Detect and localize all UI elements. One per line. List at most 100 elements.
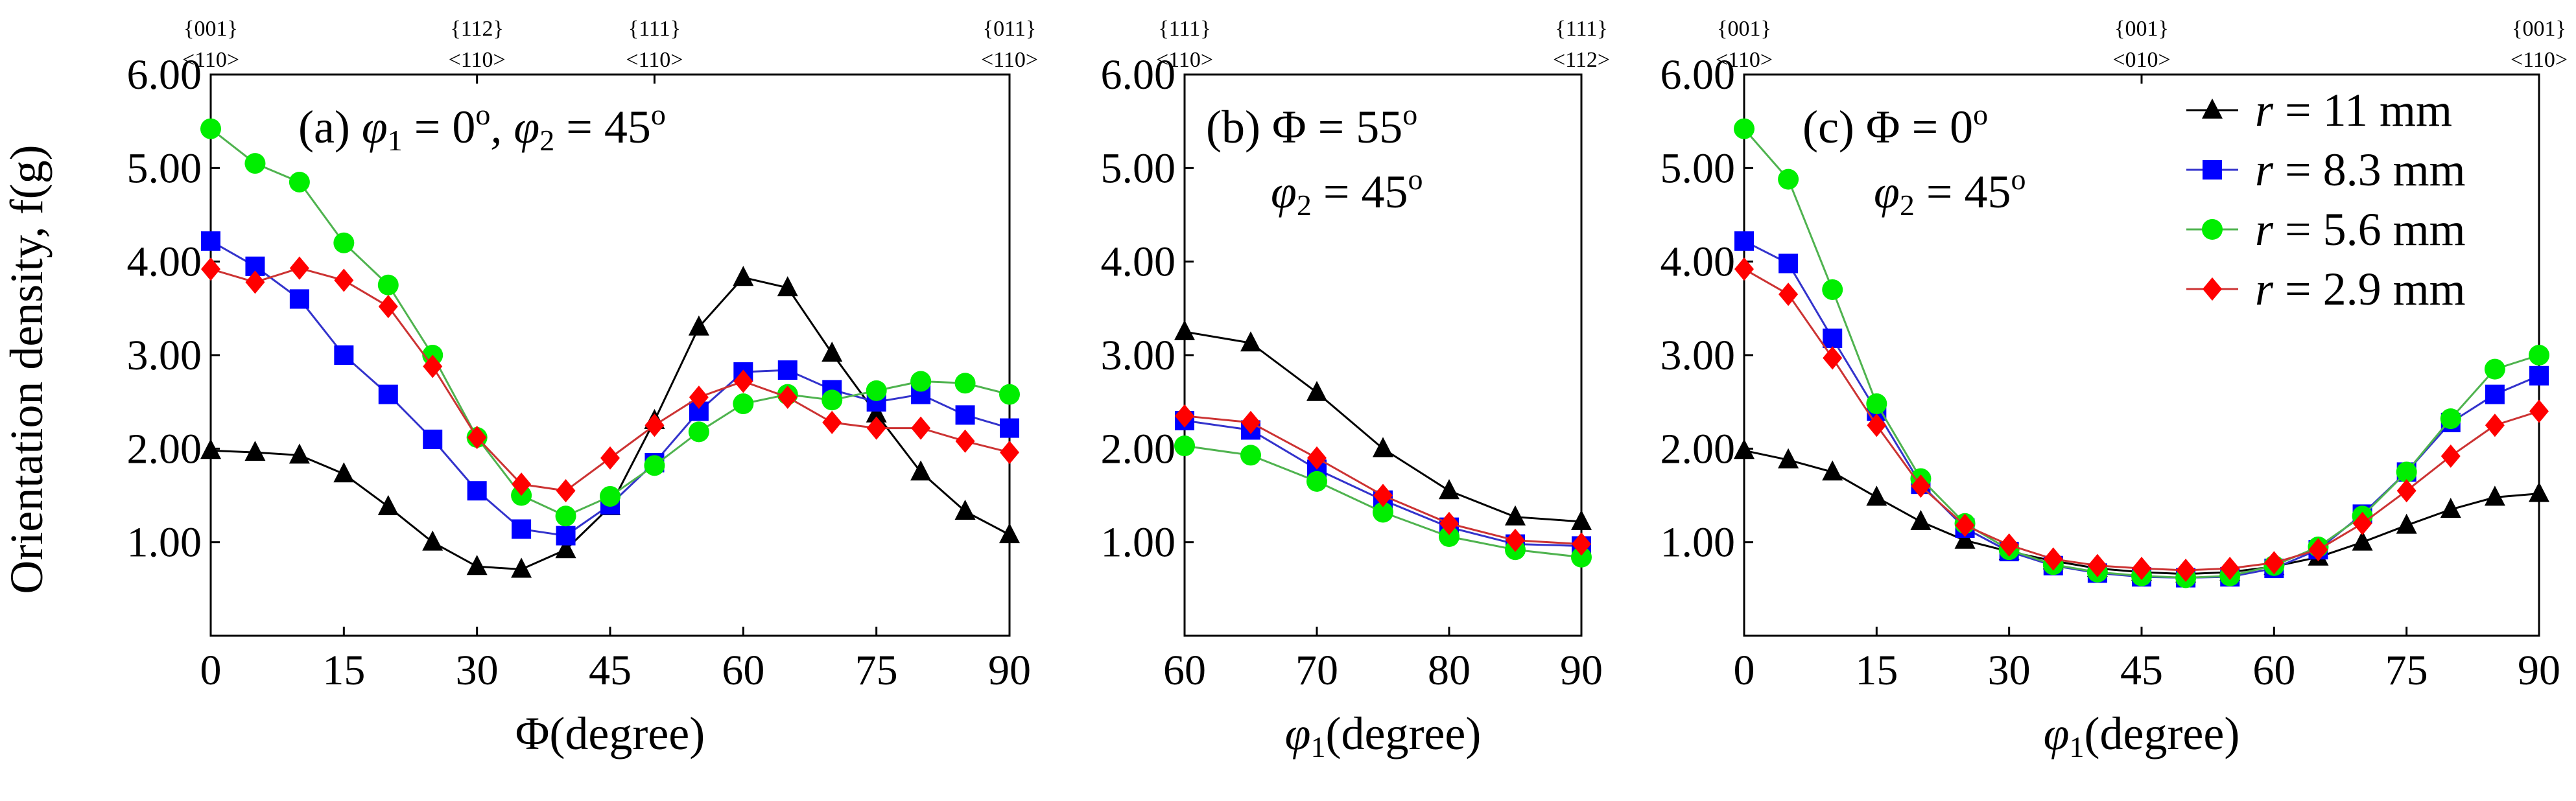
data-point xyxy=(1306,380,1327,401)
data-point xyxy=(2087,553,2107,577)
data-point xyxy=(777,385,798,409)
y-tick-label: 1.00 xyxy=(127,519,202,566)
data-point xyxy=(423,354,443,378)
y-tick-label: 4.00 xyxy=(127,238,202,286)
data-point xyxy=(467,426,487,450)
data-point xyxy=(777,276,798,297)
data-point xyxy=(333,232,355,253)
data-point xyxy=(954,373,976,394)
data-point xyxy=(999,384,1020,405)
data-point xyxy=(600,485,620,507)
data-point xyxy=(910,460,932,481)
panel-annotation: (a) φ1 = 0o, φ2 = 45o xyxy=(298,98,666,157)
data-point xyxy=(2396,461,2417,483)
data-point xyxy=(556,526,576,546)
data-point xyxy=(555,505,576,527)
data-point xyxy=(1174,435,1195,457)
data-point xyxy=(423,429,443,449)
panel-a: 6.00 5.00 4.00 3.00 2.00 1.00 0 15 30 45 60 75 90 Φ(d… xyxy=(127,17,1039,760)
series-r56 xyxy=(200,118,1020,527)
data-point xyxy=(2352,511,2372,535)
data-point xyxy=(200,118,221,139)
data-point xyxy=(1506,528,1525,552)
panel-annotation-line2: φ2 = 45o xyxy=(1271,163,1423,222)
data-point xyxy=(422,530,443,551)
data-point xyxy=(200,439,221,459)
x-tick-label: 45 xyxy=(589,647,632,694)
x-tick-label: 60 xyxy=(2252,647,2295,694)
orientation-plane-label: {001} xyxy=(2512,17,2566,41)
data-point xyxy=(733,266,754,286)
y-tick-label: 6.00 xyxy=(1101,51,1176,99)
data-point xyxy=(378,294,398,318)
data-point xyxy=(2484,358,2505,380)
data-point xyxy=(244,441,266,461)
x-tick-label: 90 xyxy=(1560,647,1603,694)
data-point xyxy=(1505,505,1526,526)
orientation-direction-label: <110> xyxy=(1716,48,1773,72)
data-point xyxy=(2264,551,2284,575)
data-point xyxy=(2440,444,2461,468)
data-point xyxy=(644,455,665,476)
data-point xyxy=(2396,479,2416,503)
data-point xyxy=(556,479,576,503)
data-point xyxy=(512,519,532,539)
legend-label: r = 5.6 mm xyxy=(2255,203,2466,255)
x-axis-label: φ1(degree) xyxy=(1285,708,1482,763)
data-point xyxy=(1439,526,1459,548)
orientation-direction-label: <110> xyxy=(626,48,683,72)
orientation-direction-label: <110> xyxy=(1156,48,1213,72)
legend-marker xyxy=(2202,219,2223,240)
data-point xyxy=(1306,470,1327,492)
series-r11 xyxy=(1174,319,1592,530)
legend: r = 11 mm r = 8.3 mm r = 5.6 mm r = 2.9 mm xyxy=(2186,84,2466,315)
data-point xyxy=(866,416,886,440)
orientation-direction-label: <110> xyxy=(449,48,506,72)
y-tick-label: 2.00 xyxy=(1101,425,1176,472)
data-point xyxy=(2220,557,2240,581)
data-point xyxy=(689,385,709,409)
data-point xyxy=(1822,460,1843,481)
orientation-plane-label: {001} xyxy=(183,17,238,41)
data-point xyxy=(1307,446,1327,470)
y-tick-label: 4.00 xyxy=(1101,238,1176,286)
data-point xyxy=(955,405,975,425)
orientation-plane-label: {001} xyxy=(1717,17,1771,41)
data-point xyxy=(1954,528,1976,549)
x-tick-label: 0 xyxy=(1734,647,1755,694)
data-point xyxy=(2396,513,2417,534)
panel-annotation: (c) Φ = 0o xyxy=(1802,98,1988,153)
x-tick-label: 90 xyxy=(988,647,1031,694)
data-point xyxy=(911,416,931,440)
orientation-direction-label: <110> xyxy=(182,48,239,72)
data-point xyxy=(1866,485,1887,506)
legend-marker xyxy=(2202,99,2223,119)
data-point xyxy=(1867,413,1887,437)
data-point xyxy=(511,557,532,578)
data-point xyxy=(733,369,753,393)
data-point xyxy=(955,429,975,453)
data-point xyxy=(201,231,220,251)
data-point xyxy=(555,538,576,559)
legend-marker xyxy=(2203,160,2222,180)
data-point xyxy=(1911,474,1931,498)
x-tick-label: 30 xyxy=(456,647,499,694)
x-tick-label: 70 xyxy=(1295,647,1338,694)
series-r29 xyxy=(1734,257,2549,582)
panel-b: 6.00 5.00 4.00 3.00 2.00 1.00 60 70 80 90 φ1(degre… xyxy=(1101,17,1611,763)
data-point xyxy=(1175,404,1194,428)
legend-item: r = 11 mm xyxy=(2186,84,2452,136)
data-point xyxy=(334,268,354,292)
data-point xyxy=(1823,329,1843,349)
y-tick-label: 5.00 xyxy=(1101,145,1176,192)
series-line xyxy=(1743,449,2540,575)
data-point xyxy=(822,410,842,434)
data-point xyxy=(244,153,266,174)
data-point xyxy=(688,421,709,443)
data-point xyxy=(2352,530,2373,551)
data-point xyxy=(377,494,399,515)
orientation-plane-label: {112} xyxy=(450,17,503,41)
orientation-direction-label: <110> xyxy=(2511,48,2568,72)
data-point xyxy=(1439,511,1459,535)
x-tick-label: 80 xyxy=(1428,647,1471,694)
